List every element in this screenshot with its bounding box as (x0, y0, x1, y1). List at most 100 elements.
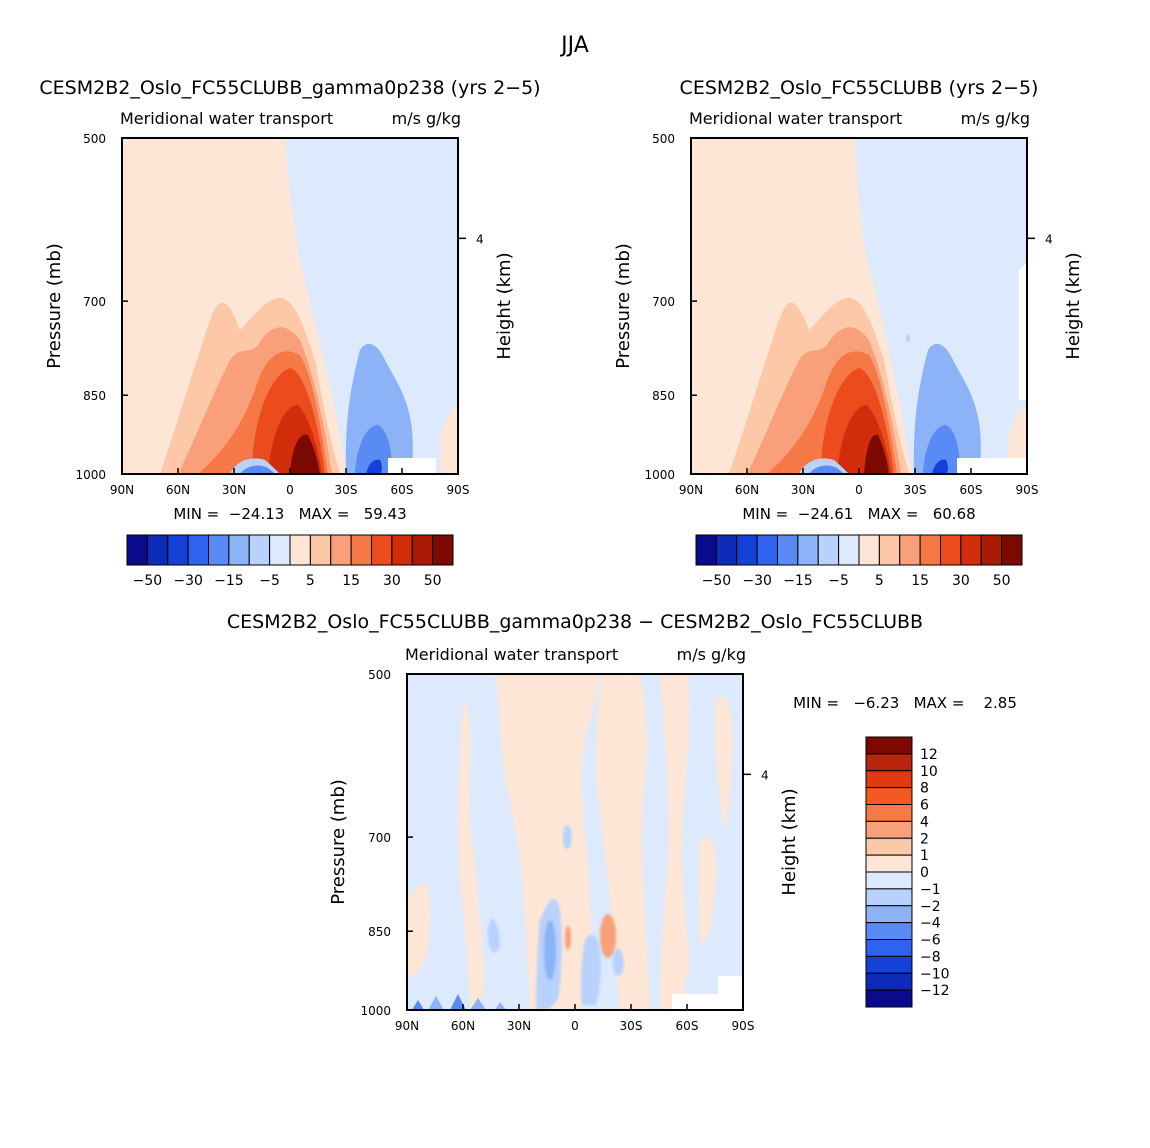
panel-3: CESM2B2_Oslo_FC55CLUBB_gamma0p238 − CESM… (227, 611, 1017, 1033)
panel-1-x-axis: 90N 60N 30N 0 30S 60S 90S (110, 468, 470, 497)
colorbar-swatch (1001, 534, 1023, 566)
colorbar-swatch (309, 534, 332, 566)
panel-2-x-axis: 90N 60N 30N 0 30S 60S 90S (679, 468, 1039, 497)
x-tick-label: 30N (507, 1019, 531, 1033)
x-tick-label: 0 (855, 483, 863, 497)
panel-3-plot-area (406, 673, 744, 1011)
colorbar-swatch (865, 989, 913, 1008)
x-tick-label: 90N (110, 483, 134, 497)
x-tick-label: 60N (451, 1019, 475, 1033)
colorbar-swatch (187, 534, 209, 566)
colorbar-swatch (432, 534, 454, 566)
x-tick-label: 60N (735, 483, 759, 497)
colorbar-label: −5 (828, 573, 849, 589)
colorbar-swatch (865, 837, 913, 856)
y-tick-label: 700 (83, 295, 106, 309)
panel-1-y-axis: 500 700 850 1000 (75, 132, 128, 482)
colorbar-swatch (878, 534, 901, 566)
panel-1-y2label: Height (km) (494, 252, 515, 359)
x-tick-label: 60S (391, 483, 414, 497)
colorbar-swatch (391, 534, 413, 566)
panel-3-units: m/s g/kg (677, 645, 746, 664)
colorbar-swatch (858, 534, 880, 566)
panel-2-sh-positive-edge (1008, 405, 1027, 458)
panel-3-max-anomaly (600, 914, 616, 958)
panel-2-colorbar: −50 −30 −15 −5 5 15 30 50 (695, 534, 1023, 589)
colorbar-label: −4 (920, 916, 941, 932)
colorbar-swatch (865, 753, 913, 772)
x-tick-label: 30N (791, 483, 815, 497)
panel-3-positive-streaks (407, 674, 733, 1010)
x-tick-label: 30S (335, 483, 358, 497)
colorbar-swatch (756, 534, 778, 566)
colorbar-swatch (865, 972, 913, 991)
x-tick-label: 60N (166, 483, 190, 497)
panel-1-stats: MIN = −24.13 MAX = 59.43 (173, 505, 406, 523)
panel-2-y-axis: 500 700 850 1000 (644, 132, 697, 482)
colorbar-swatch (269, 534, 291, 566)
panel-1-units: m/s g/kg (392, 109, 461, 128)
colorbar-swatch (146, 534, 169, 566)
y-tick-label: 1000 (644, 468, 675, 482)
x-tick-label: 90S (1016, 483, 1039, 497)
panel-2: CESM2B2_Oslo_FC55CLUBB (yrs 2−5) Meridio… (613, 77, 1084, 589)
x-tick-label: 60S (676, 1019, 699, 1033)
y2-tick-label: 4 (476, 232, 484, 246)
panel-1-title: CESM2B2_Oslo_FC55CLUBB_gamma0p238 (yrs 2… (39, 77, 540, 99)
colorbar-swatch (330, 534, 352, 566)
panel-2-positive-contours (729, 297, 909, 474)
panel-1-positive-contours (160, 297, 340, 474)
colorbar-swatch (715, 534, 738, 566)
colorbar-label: −2 (920, 899, 941, 915)
panel-3-subtitle: Meridional water transport (405, 645, 618, 664)
colorbar-label: −8 (920, 949, 941, 965)
y2-tick-label: 4 (761, 768, 769, 782)
panel-1-colorbar: −50 −30 −15 −5 5 15 30 50 (126, 534, 454, 589)
colorbar-swatch (797, 534, 819, 566)
panel-2-subtitle: Meridional water transport (689, 109, 902, 128)
panel-1-nh-negative-blob (230, 458, 280, 474)
panel-1-ylabel: Pressure (mb) (44, 243, 65, 369)
colorbar-swatch (865, 804, 913, 822)
colorbar-label: 8 (920, 781, 929, 797)
colorbar-swatch (350, 534, 372, 566)
colorbar-label: 15 (911, 573, 929, 589)
panel-2-small-negative-spot (906, 334, 910, 342)
panel-3-y2-axis: 4 (743, 768, 769, 782)
panel-1-missing-data-patch (388, 458, 436, 474)
colorbar-label: −30 (742, 573, 772, 589)
panel-2-units: m/s g/kg (961, 109, 1030, 128)
y-tick-label: 850 (368, 925, 391, 939)
panel-3-missing-data-edge (718, 976, 743, 1010)
colorbar-swatch (736, 534, 758, 566)
panel-1-subtitle: Meridional water transport (120, 109, 333, 128)
colorbar-label: −5 (259, 573, 280, 589)
y-tick-label: 850 (652, 389, 675, 403)
colorbar-swatch (817, 534, 840, 566)
colorbar-swatch (228, 534, 250, 566)
colorbar-swatch (126, 534, 148, 566)
colorbar-swatch (865, 787, 913, 805)
panel-2-nh-negative-blob (799, 458, 849, 474)
panel-2-y2label: Height (km) (1063, 252, 1084, 359)
colorbar-label: 30 (952, 573, 970, 589)
colorbar-swatch (167, 534, 189, 566)
colorbar-swatch (865, 922, 913, 940)
x-tick-label: 0 (571, 1019, 579, 1033)
colorbar-swatch (371, 534, 393, 566)
colorbar-swatch (865, 854, 913, 873)
panel-3-y-axis: 500 700 850 1000 (360, 668, 413, 1018)
panel-2-ylabel: Pressure (mb) (613, 243, 634, 369)
colorbar-swatch (865, 871, 913, 890)
y-tick-label: 1000 (75, 468, 106, 482)
panel-3-y2label: Height (km) (779, 788, 800, 895)
x-tick-label: 90S (447, 483, 470, 497)
colorbar-label: 12 (920, 747, 938, 763)
colorbar-swatch (248, 534, 271, 566)
colorbar-label: 50 (993, 573, 1011, 589)
x-tick-label: 90S (732, 1019, 755, 1033)
colorbar-label: −50 (133, 573, 163, 589)
panel-1-negative-region (285, 138, 458, 474)
